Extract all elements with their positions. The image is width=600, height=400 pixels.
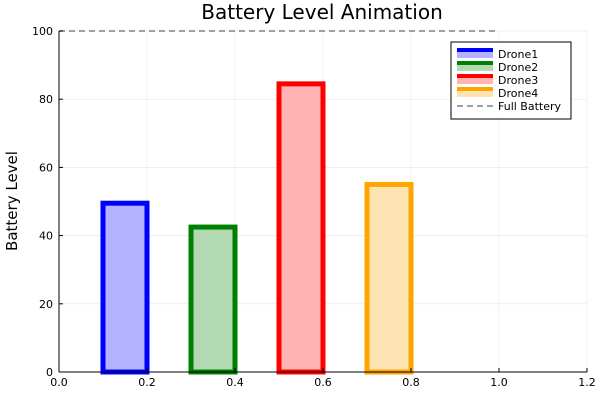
legend-entry-label: Drone2 bbox=[498, 61, 538, 74]
bar-drone3 bbox=[276, 81, 326, 375]
y-tick-label: 20 bbox=[39, 298, 53, 311]
x-tick-label: 0.0 bbox=[50, 376, 68, 389]
chart-title: Battery Level Animation bbox=[201, 0, 443, 24]
bar-drone1 bbox=[100, 200, 150, 375]
legend-entry-label: Drone4 bbox=[498, 87, 538, 100]
legend-swatch-fill bbox=[457, 63, 493, 71]
x-tick-label: 1.2 bbox=[578, 376, 596, 389]
x-tick-label: 0.2 bbox=[138, 376, 156, 389]
y-tick-label: 40 bbox=[39, 230, 53, 243]
bar-drone4 bbox=[364, 181, 414, 375]
y-tick-label: 100 bbox=[32, 25, 53, 38]
x-tick-label: 1.0 bbox=[490, 376, 508, 389]
legend-swatch-fill bbox=[457, 89, 493, 97]
x-tick-label: 0.8 bbox=[402, 376, 420, 389]
y-axis-label: Battery Level bbox=[3, 151, 21, 251]
bar-drone2 bbox=[188, 224, 238, 375]
bars bbox=[100, 81, 414, 375]
legend-swatch-fill bbox=[457, 76, 493, 84]
y-tick-label: 80 bbox=[39, 93, 53, 106]
legend-entry-label: Full Battery bbox=[498, 100, 562, 113]
y-tick-label: 60 bbox=[39, 161, 53, 174]
axes: 0.0 0.2 0.4 0.6 0.8 1.0 1.2 0 20 40 60 80 100 bbox=[32, 25, 596, 389]
legend-entry-label: Drone3 bbox=[498, 74, 538, 87]
x-tick-label: 0.4 bbox=[226, 376, 244, 389]
y-tick-label: 0 bbox=[46, 366, 53, 379]
x-tick-label: 0.6 bbox=[314, 376, 332, 389]
legend-entry-label: Drone1 bbox=[498, 48, 538, 61]
legend-swatch-fill bbox=[457, 50, 493, 58]
